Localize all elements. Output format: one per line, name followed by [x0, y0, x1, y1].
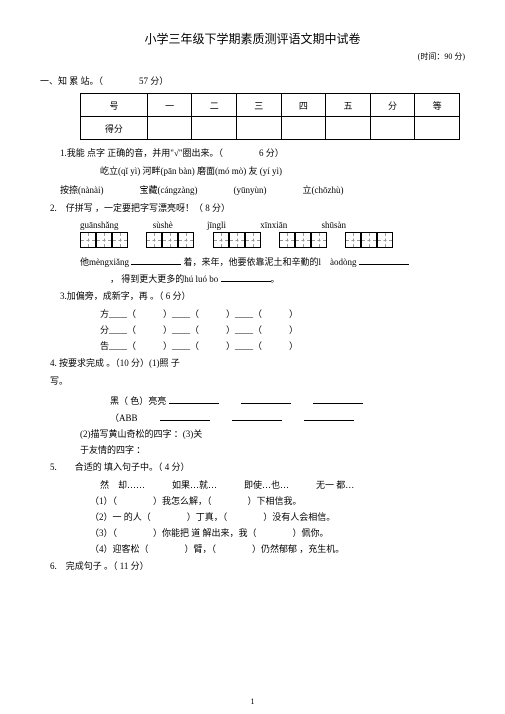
q5-4: （4）迎客松（ ）臂，（ ）仍然郁郁 ，充生机。: [90, 542, 465, 555]
th0: 号: [81, 94, 148, 117]
tianzige-row: [80, 232, 465, 250]
py1: sùshè: [153, 220, 173, 230]
th4: 四: [281, 94, 326, 117]
q5-3: （3）（ ）你能把 道 解出来，我（ ）佩你。: [90, 526, 465, 539]
tzg-1: [80, 232, 128, 250]
score-table: 号 一 二 三 四 五 分 等 得分: [80, 93, 460, 140]
q2-line3: ， 得到更大更多的hú luó bo 。: [110, 271, 465, 285]
th7: 等: [415, 94, 460, 117]
q3: 3.加偏旁，成新字，再 。（ 6 分）: [60, 289, 465, 303]
tzg-4: [279, 232, 327, 250]
tzg-5: [345, 232, 393, 250]
q5-opts: 然 却…… 如果…就… 即使…也… 无一 都…: [100, 478, 465, 491]
th5: 五: [326, 94, 371, 117]
q6: 6. 完成句子 。（ 11 分）: [50, 559, 465, 573]
blank: [359, 254, 409, 265]
q4-sub: 写。: [50, 374, 465, 388]
q3-row1: 方____（ ）____（ ）____（ ）: [100, 307, 465, 320]
q5: 5. 合适的 填入句子中。（ 4 分）: [50, 460, 465, 474]
q2: 2. 仔拼写 ，一定要把字写漂亮呀！（ 8 分）: [50, 201, 465, 215]
tzg-2: [146, 232, 194, 250]
py2: jīnglì: [207, 220, 226, 230]
q3-row2: 分____（ ）____（ ）____（ ）: [100, 323, 465, 336]
q5-2: （2）一 的人（ ）丁真，（ ）没有人会相信。: [90, 510, 465, 523]
table-header-row: 号 一 二 三 四 五 分 等: [81, 94, 460, 117]
q3-row3: 告____（ ）____（ ）____（ ）: [100, 339, 465, 352]
blank: [221, 271, 271, 282]
tzg-3: [213, 232, 261, 250]
q2-pinyin: guānshǎng sùshè jīnglì xīnxiān shūsàn: [80, 220, 465, 230]
py3: xīnxiān: [260, 220, 287, 230]
q5-1: （1）（ ）我怎么解，（ ）下相信我。: [90, 494, 465, 507]
q4-line3: (2)描写黄山奇松的四字 ：(3)关: [80, 427, 465, 440]
py0: guānshǎng: [80, 220, 119, 230]
blank: [131, 254, 181, 265]
q4: 4. 按要求完成 。（10 分）(1)照 子: [50, 356, 465, 370]
th2: 二: [192, 94, 237, 117]
q4-line2: （ABB: [110, 410, 465, 424]
q1-line2: 按捺(nànài) 宝藏(cángzàng) (yūnyùn) 立(chōzhù…: [60, 183, 465, 197]
time-label: (时间：90 分): [40, 51, 465, 62]
th1: 一: [147, 94, 192, 117]
th3: 三: [237, 94, 282, 117]
q1: 1.我能 点字 正确的音，并用"√"圈出来。（ 6 分）: [60, 146, 465, 160]
py4: shūsàn: [322, 220, 347, 230]
section-1-header: 一、知 累 站。（ 57 分）: [40, 74, 465, 87]
th6: 分: [370, 94, 415, 117]
row-label: 得分: [81, 117, 148, 140]
document-title: 小学三年级下学期素质测评语文期中试卷: [40, 30, 465, 47]
q4-line1: 黑（ 色）亮亮: [110, 393, 465, 407]
table-score-row: 得分: [81, 117, 460, 140]
q1-line1: 屹立(qǐ yì) 河畔(pān bàn) 磨面(mó mò) 友 (yí yì…: [100, 164, 465, 178]
page-number: 1: [0, 697, 505, 706]
q4-line4: 于友情的四字 ：: [80, 443, 465, 456]
q2-line2: 他mèngxiǎng 着，来年，他要依靠泥土和辛勤的l àodòng: [80, 254, 465, 268]
